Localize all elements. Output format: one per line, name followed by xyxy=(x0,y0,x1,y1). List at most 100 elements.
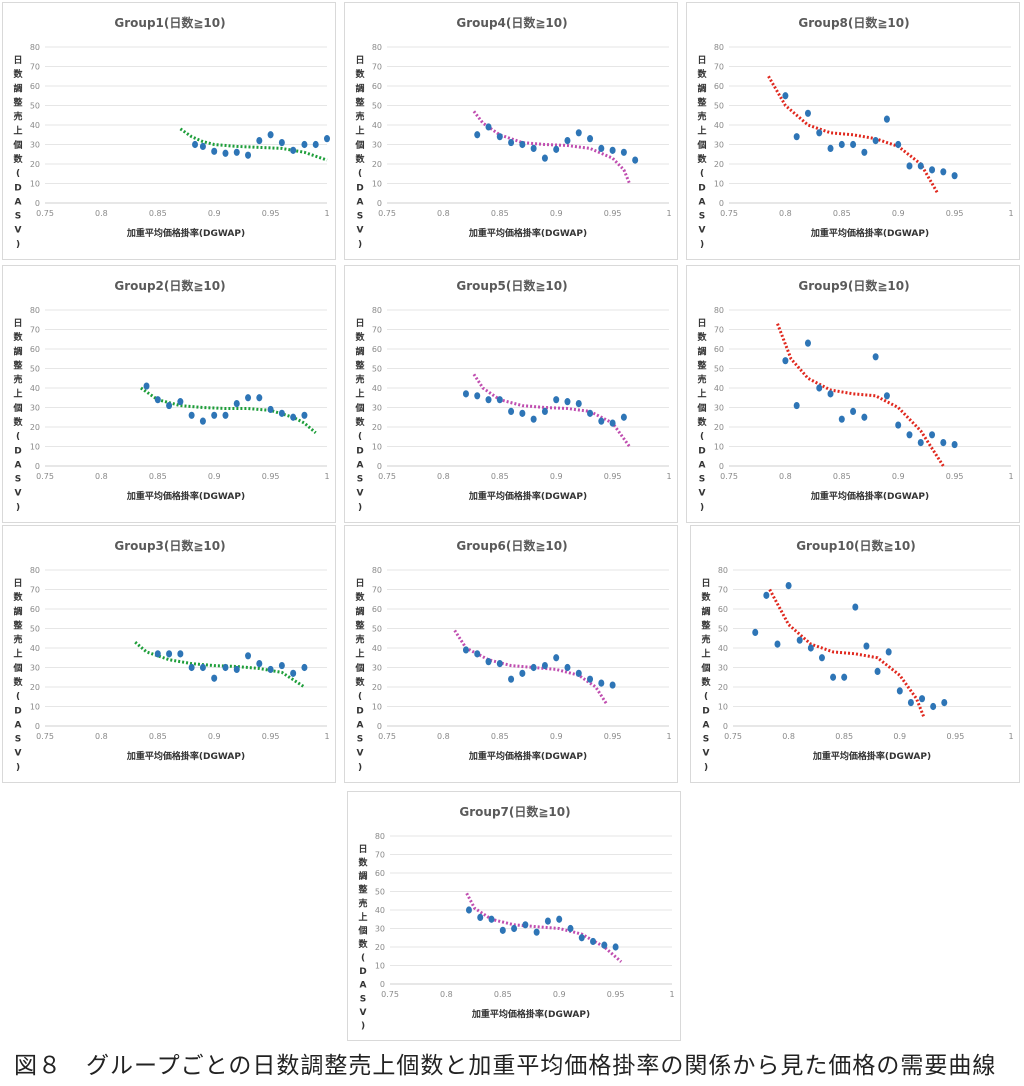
x-tick-label: 0.8 xyxy=(437,732,450,741)
chart-panel-10: Group10(日数≧10) 0 10 20 30 40 50 60 70 80 0.75 0.8 0.… xyxy=(690,525,1020,783)
y-tick-label: 20 xyxy=(372,683,382,692)
y-tick-label: 20 xyxy=(30,683,40,692)
data-point xyxy=(917,162,924,170)
x-tick-label: 0.95 xyxy=(946,732,964,741)
y-tick-label: 40 xyxy=(30,384,40,393)
chart-panel-6: Group6(日数≧10) 0 10 20 30 40 50 60 70 80 0.75 0.8 0.8… xyxy=(344,525,678,783)
y-tick-label: 70 xyxy=(375,851,385,860)
data-point xyxy=(929,431,936,439)
data-point xyxy=(465,906,472,914)
data-point xyxy=(861,148,868,156)
data-point xyxy=(850,407,857,415)
data-point xyxy=(508,407,515,415)
data-point xyxy=(233,148,240,156)
chart-panel-5: Group5(日数≧10) 0 10 20 30 40 50 60 70 80 0.75 0.8 0.8… xyxy=(344,265,678,523)
data-point xyxy=(782,357,789,365)
y-tick-label: 80 xyxy=(372,566,382,575)
x-tick-label: 0.85 xyxy=(494,990,512,999)
data-point xyxy=(575,400,582,408)
data-point xyxy=(177,398,184,406)
y-tick-label: 40 xyxy=(372,644,382,653)
data-point xyxy=(941,699,948,707)
y-tick-label: 70 xyxy=(30,586,40,595)
data-point xyxy=(544,917,551,925)
trend-curve xyxy=(767,75,939,195)
y-tick-label: 70 xyxy=(718,586,728,595)
data-point xyxy=(564,398,571,406)
x-tick-label: 1 xyxy=(324,209,329,218)
data-point xyxy=(785,582,792,590)
data-point xyxy=(499,926,506,934)
y-tick-label: 20 xyxy=(714,160,724,169)
x-tick-label: 0.85 xyxy=(491,472,509,481)
data-point xyxy=(564,663,571,672)
data-point xyxy=(462,390,469,398)
y-tick-label: 80 xyxy=(372,43,382,52)
chart-panel-2: Group2(日数≧10) 0 10 20 30 40 50 60 70 80 0.75 0.8 0.8… xyxy=(2,265,336,523)
y-tick-label: 20 xyxy=(372,160,382,169)
x-tick-label: 0.8 xyxy=(779,209,792,218)
y-tick-label: 60 xyxy=(372,605,382,614)
data-point xyxy=(290,669,297,677)
y-tick-label: 20 xyxy=(372,423,382,432)
data-point xyxy=(541,661,548,670)
y-tick-label: 30 xyxy=(372,141,382,150)
y-tick-label: 50 xyxy=(718,625,728,634)
data-point xyxy=(143,382,150,390)
data-point xyxy=(511,924,518,933)
x-tick-label: 0.8 xyxy=(95,732,108,741)
y-tick-label: 50 xyxy=(30,102,40,111)
y-tick-label: 30 xyxy=(718,664,728,673)
data-point xyxy=(804,339,811,347)
data-point xyxy=(474,392,481,400)
y-tick-label: 30 xyxy=(30,404,40,413)
y-tick-label: 60 xyxy=(375,869,385,878)
data-point xyxy=(752,628,759,636)
x-tick-label: 0.75 xyxy=(720,472,738,481)
y-tick-label: 80 xyxy=(372,306,382,315)
y-tick-label: 40 xyxy=(375,906,385,915)
y-tick-label: 20 xyxy=(714,423,724,432)
x-tick-label: 0.9 xyxy=(553,990,566,999)
y-axis-label: 日数調整売上個数(D A S V) xyxy=(696,55,707,250)
chart-panel-7: Group7(日数≧10) 0 10 20 30 40 50 60 70 80 0.75 0.8 0.8… xyxy=(347,791,681,1041)
y-tick-label: 20 xyxy=(30,160,40,169)
x-tick-label: 0.9 xyxy=(550,472,563,481)
x-tick-label: 0.85 xyxy=(835,732,853,741)
x-tick-label: 0.95 xyxy=(946,472,964,481)
y-tick-label: 80 xyxy=(30,43,40,52)
trend-curve xyxy=(465,892,623,963)
data-point xyxy=(256,660,263,668)
data-point xyxy=(564,137,571,145)
trend-curve xyxy=(472,110,631,185)
x-tick-label: 0.9 xyxy=(550,732,563,741)
data-point xyxy=(301,663,308,672)
data-point xyxy=(245,151,252,159)
chart-title: Group8(日数≧10) xyxy=(798,15,909,30)
y-axis-label: 日数調整売上個数(D A S V) xyxy=(357,844,368,1031)
data-point xyxy=(553,396,560,404)
data-point xyxy=(485,396,492,404)
data-point xyxy=(301,140,308,149)
y-tick-label: 10 xyxy=(718,703,728,712)
data-point xyxy=(301,411,308,419)
data-point xyxy=(587,675,594,683)
chart-title: Group10(日数≧10) xyxy=(796,538,916,553)
data-point xyxy=(930,702,937,711)
x-axis-label: 加重平均価格掛率(DGWAP) xyxy=(471,1008,590,1020)
data-point xyxy=(883,115,890,123)
chart-title: Group1(日数≧10) xyxy=(114,15,225,30)
data-point xyxy=(782,92,789,100)
data-point xyxy=(906,162,913,170)
data-point xyxy=(245,652,252,660)
y-tick-label: 20 xyxy=(30,423,40,432)
y-tick-label: 60 xyxy=(30,345,40,354)
data-point xyxy=(267,131,274,139)
x-tick-label: 0.75 xyxy=(36,732,54,741)
data-point xyxy=(278,138,285,147)
data-point xyxy=(919,695,926,703)
data-point xyxy=(872,353,879,361)
data-point xyxy=(598,144,605,152)
data-point xyxy=(793,133,800,141)
chart-svg: Group2(日数≧10) 0 10 20 30 40 50 60 70 80 0.75 0.8 0.8… xyxy=(12,278,329,513)
